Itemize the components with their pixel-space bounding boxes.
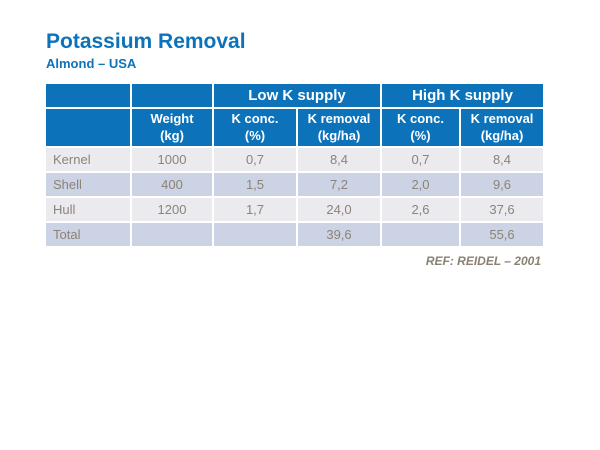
column-header-low-k-removal: K removal (kg/ha): [298, 109, 380, 147]
cell-low-removal: 7,2: [298, 173, 380, 197]
column-header-high-k-conc: K conc. (%): [382, 109, 459, 147]
table-row-kernel: Kernel 1000 0,7 8,4 0,7 8,4: [46, 148, 543, 172]
table-row-shell: Shell 400 1,5 7,2 2,0 9,6: [46, 173, 543, 197]
cell-low-removal: 39,6: [298, 223, 380, 247]
group-header-row: Low K supply High K supply: [46, 84, 543, 108]
cell-weight: 1000: [132, 148, 212, 172]
cell-high-removal: 37,6: [461, 198, 543, 222]
row-label: Total: [46, 223, 130, 247]
cell-low-removal: 24,0: [298, 198, 380, 222]
row-label: Hull: [46, 198, 130, 222]
cell-low-conc: 1,5: [214, 173, 296, 197]
cell-low-conc: [214, 223, 296, 247]
empty-corner-cell: [46, 84, 130, 108]
cell-weight: 400: [132, 173, 212, 197]
empty-header-cell: [46, 109, 130, 147]
column-header-weight: Weight (kg): [132, 109, 212, 147]
column-header-high-k-removal: K removal (kg/ha): [461, 109, 543, 147]
row-label: Shell: [46, 173, 130, 197]
cell-high-removal: 55,6: [461, 223, 543, 247]
cell-high-removal: 8,4: [461, 148, 543, 172]
cell-high-conc: 2,0: [382, 173, 459, 197]
cell-high-conc: [382, 223, 459, 247]
slide-content: Potassium Removal Almond – USA Low K sup…: [46, 30, 549, 268]
potassium-removal-table: Low K supply High K supply Weight (kg) K…: [44, 82, 545, 248]
column-header-low-k-conc: K conc. (%): [214, 109, 296, 147]
page-title: Potassium Removal: [46, 30, 246, 53]
column-header-row: Weight (kg) K conc. (%) K removal (kg/ha…: [46, 109, 543, 147]
cell-low-removal: 8,4: [298, 148, 380, 172]
reference-text: REF: REIDEL – 2001: [425, 254, 541, 269]
cell-high-removal: 9,6: [461, 173, 543, 197]
table-row-hull: Hull 1200 1,7 24,0 2,6 37,6: [46, 198, 543, 222]
cell-low-conc: 1,7: [214, 198, 296, 222]
cell-weight: [132, 223, 212, 247]
empty-weight-group-cell: [132, 84, 212, 108]
cell-high-conc: 2,6: [382, 198, 459, 222]
cell-low-conc: 0,7: [214, 148, 296, 172]
table-row-total: Total 39,6 55,6: [46, 223, 543, 247]
group-header-high-k: High K supply: [382, 84, 543, 108]
group-header-low-k: Low K supply: [214, 84, 380, 108]
row-label: Kernel: [46, 148, 130, 172]
cell-high-conc: 0,7: [382, 148, 459, 172]
cell-weight: 1200: [132, 198, 212, 222]
page-subtitle: Almond – USA: [46, 56, 137, 72]
